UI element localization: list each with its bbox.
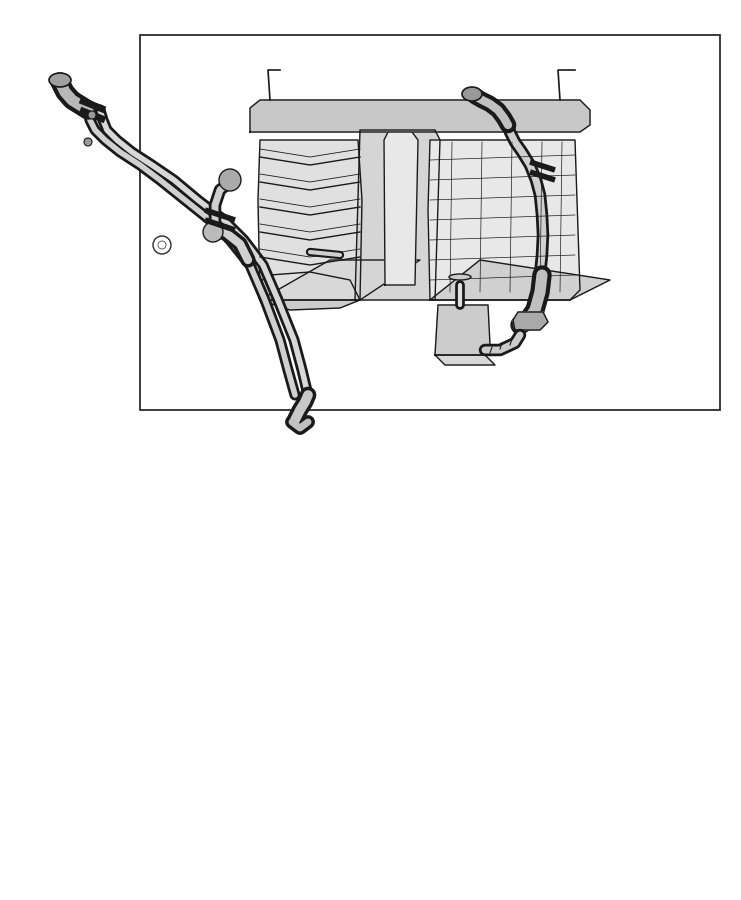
Ellipse shape [462, 87, 482, 101]
Polygon shape [513, 312, 548, 330]
Polygon shape [435, 355, 495, 365]
Polygon shape [250, 100, 590, 132]
Polygon shape [258, 140, 362, 300]
Polygon shape [435, 305, 490, 355]
Ellipse shape [49, 73, 71, 87]
Polygon shape [428, 140, 580, 300]
Polygon shape [430, 260, 610, 300]
Circle shape [203, 222, 223, 242]
Polygon shape [260, 260, 420, 300]
Circle shape [88, 111, 96, 119]
Polygon shape [255, 272, 360, 310]
Circle shape [84, 138, 92, 146]
Circle shape [219, 169, 241, 191]
Polygon shape [355, 130, 440, 300]
Circle shape [153, 236, 171, 254]
Bar [140, 35, 720, 410]
Ellipse shape [449, 274, 471, 280]
Polygon shape [384, 132, 418, 285]
Circle shape [158, 241, 166, 249]
